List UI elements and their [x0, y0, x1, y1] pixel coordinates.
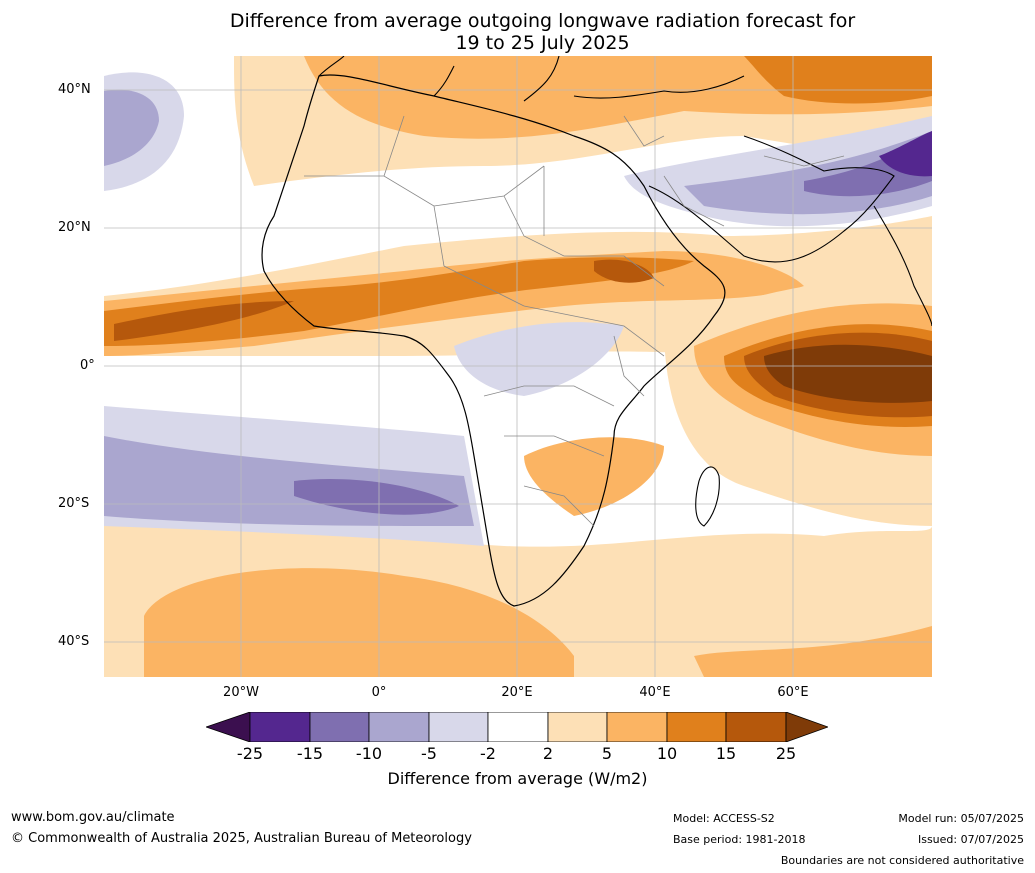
map-svg — [104, 56, 932, 677]
colorbar-bin-p5-p10 — [606, 711, 668, 743]
footer-disclaimer: Boundaries are not considered authoritat… — [780, 854, 1024, 867]
colorbar-tick: 5 — [601, 744, 613, 763]
anomaly-south-medium-orange-2 — [694, 626, 932, 677]
colorbar-bin-n2-p2 — [487, 711, 549, 743]
lon-label-20w: 20°W — [223, 685, 259, 700]
anomaly-southern-africa-orange — [524, 437, 664, 516]
colorbar-bin-p2-p5 — [547, 711, 608, 743]
colorbar-bin-n25-n15 — [249, 711, 311, 743]
lon-label-20e: 20°E — [501, 685, 533, 700]
colorbar-tick: 25 — [775, 744, 797, 763]
footer-model: Model: ACCESS-S2 — [673, 812, 775, 825]
footer-issued: Issued: 07/07/2025 — [917, 833, 1024, 846]
colorbar-label: Difference from average (W/m2) — [387, 769, 648, 788]
colorbar-tick: 10 — [656, 744, 678, 763]
lon-label-0: 0° — [371, 685, 387, 700]
anomaly-sahel-brown — [594, 259, 654, 283]
arabia-coastline — [648, 135, 895, 263]
colorbar-tick: -5 — [421, 744, 437, 763]
lat-label-20s: 20°S — [58, 496, 90, 511]
anomaly-arabia-darkpurple — [804, 131, 932, 197]
anomaly-north-atlantic-purple — [104, 89, 159, 166]
colorbar-bin-n15-n10 — [309, 711, 370, 743]
colorbar-tick: 15 — [715, 744, 737, 763]
lon-label-40e: 40°E — [639, 685, 671, 700]
colorbar-bin-n5-n2 — [428, 711, 489, 743]
anomaly-south-medium-orange — [144, 568, 574, 677]
madagascar-outline — [695, 466, 720, 527]
colorbar-extend-high — [785, 711, 830, 743]
map-title: Difference from average outgoing longwav… — [0, 10, 1035, 54]
anomaly-med-darkorange — [744, 56, 932, 104]
colorbar-extend-low — [204, 711, 251, 743]
india-coastline — [873, 205, 932, 327]
anomaly-tropical-darkorange — [104, 257, 694, 346]
anomaly-central-africa-lightpurple — [454, 322, 624, 396]
colorbar-bin-p15-p25 — [725, 711, 787, 743]
anomaly-south-atlantic-darkpurple — [294, 478, 459, 515]
anomaly-indian-darkbrown — [764, 344, 932, 403]
colorbar-bin-p10-p15 — [666, 711, 727, 743]
colorbar-tick: -25 — [236, 744, 264, 763]
lat-label-40n: 40°N — [58, 82, 91, 97]
colorbar-tick: -2 — [480, 744, 496, 763]
anomaly-arabia-deeppurple — [879, 131, 932, 177]
country-borders — [304, 115, 845, 527]
colorbar — [204, 711, 830, 743]
colorbar-tick: 2 — [542, 744, 554, 763]
footer-website: www.bom.gov.au/climate — [11, 810, 175, 825]
olr-anomaly-map — [104, 56, 932, 677]
colorbar-svg — [204, 711, 830, 743]
title-line-1: Difference from average outgoing longwav… — [229, 10, 856, 32]
lat-label-20n: 20°N — [58, 220, 91, 235]
anomaly-tropical-brown — [114, 301, 294, 341]
lat-label-0: 0° — [80, 358, 95, 373]
graticule — [104, 56, 932, 677]
footer-base-period: Base period: 1981-2018 — [673, 833, 806, 846]
footer-model-run: Model run: 05/07/2025 — [898, 812, 1024, 825]
colorbar-bin-n10-n5 — [368, 711, 430, 743]
title-line-2: 19 to 25 July 2025 — [455, 32, 630, 54]
lat-label-40s: 40°S — [58, 634, 90, 649]
africa-coastline — [261, 74, 726, 607]
footer-copyright: © Commonwealth of Australia 2025, Austra… — [11, 831, 472, 846]
colorbar-tick: -15 — [296, 744, 324, 763]
lon-label-60e: 60°E — [777, 685, 809, 700]
colorbar-tick: -10 — [355, 744, 383, 763]
europe-coastline — [318, 56, 745, 102]
